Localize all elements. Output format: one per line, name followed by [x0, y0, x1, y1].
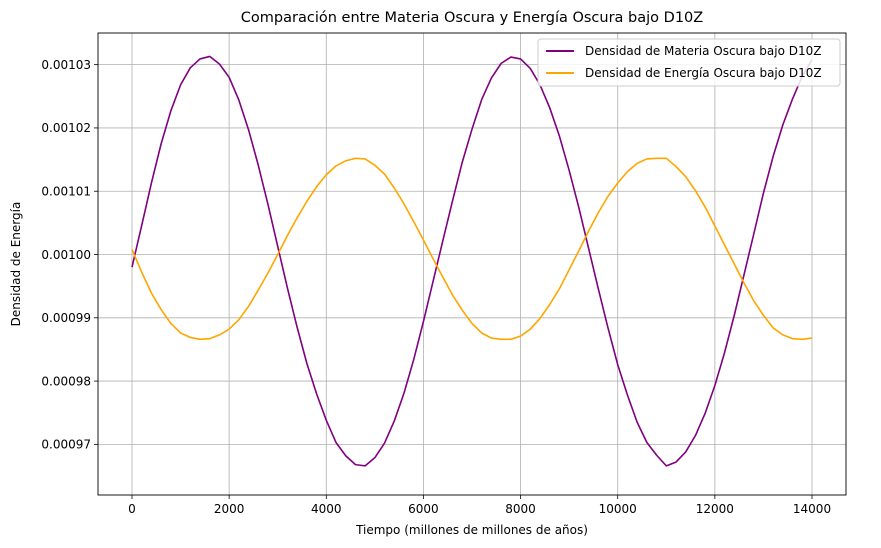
y-tick-label: 0.00097: [41, 438, 91, 452]
chart-title: Comparación entre Materia Oscura y Energ…: [241, 10, 703, 26]
x-axis-label: Tiempo (millones de millones de años): [355, 523, 588, 537]
x-tick-label: 6000: [408, 502, 439, 516]
x-tick-label: 12000: [696, 502, 734, 516]
y-tick-label: 0.00098: [41, 374, 91, 388]
series-line-energia-oscura: [131, 157, 813, 341]
axis-ticks: 0 2000 4000 6000 8000 10000 12000 14000 0.00097 0…: [41, 58, 831, 516]
legend: Densidad de Materia Oscura bajo D10Z Den…: [537, 38, 841, 87]
legend-label-materia: Densidad de Materia Oscura bajo D10Z: [585, 44, 821, 58]
x-tick-label: 4000: [311, 502, 342, 516]
x-tick-label: 8000: [505, 502, 536, 516]
y-tick-label: 0.00099: [41, 311, 91, 325]
y-tick-label: 0.00103: [41, 58, 91, 72]
plot-frame: [97, 32, 847, 496]
series-line-materia-oscura: [131, 55, 813, 467]
legend-label-energia: Densidad de Energía Oscura bajo D10Z: [585, 66, 822, 80]
legend-box: [537, 38, 841, 87]
y-tick-label: 0.00100: [41, 248, 91, 262]
x-tick-label: 10000: [599, 502, 637, 516]
x-tick-label: 14000: [793, 502, 831, 516]
y-tick-label: 0.00102: [41, 121, 91, 135]
y-axis-label: Densidad de Energía: [9, 202, 23, 327]
x-tick-label: 0: [128, 502, 136, 516]
y-tick-label: 0.00101: [41, 185, 91, 199]
series-lines: [131, 55, 813, 467]
x-tick-label: 2000: [214, 502, 245, 516]
